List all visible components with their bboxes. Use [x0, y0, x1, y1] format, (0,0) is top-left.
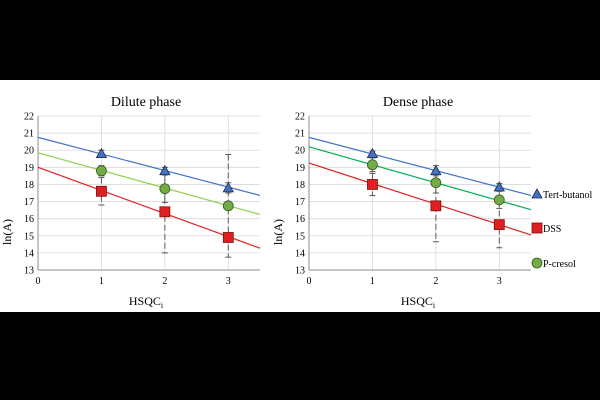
y-tick-label: 15: [295, 231, 305, 242]
circle-marker: [531, 257, 543, 269]
chart-title: Dense phase: [383, 95, 453, 110]
x-axis-label-subscript: i: [433, 301, 436, 310]
y-tick-label: 17: [295, 197, 305, 208]
y-tick-label: 13: [24, 266, 34, 277]
y-tick-label: 14: [24, 248, 34, 259]
y-axis-label: ln(A): [271, 219, 285, 245]
square-marker: [96, 185, 107, 197]
plot-area: 13 14 15 16 17 18 19 20 21 22 0 1 2 3: [24, 112, 261, 287]
x-tick-label: 1: [370, 276, 375, 287]
trendline-p-cresol: [37, 152, 261, 216]
legend-marker: [531, 257, 543, 269]
y-tick-label: 18: [295, 180, 305, 191]
chart-title: Dilute phase: [111, 95, 181, 110]
y-tick-label: 18: [24, 180, 34, 191]
chart-figure: Dilute phase ln(A) HSQCi 131415161718192…: [0, 95, 593, 310]
y-tick-label: 15: [24, 231, 34, 242]
y-tick-label: 16: [295, 214, 305, 225]
legend-label: DSS: [543, 224, 561, 235]
x-tick-label: 0: [307, 276, 312, 287]
x-axis-label: HSQCi: [129, 294, 164, 310]
square-marker: [222, 232, 234, 243]
chart-dense-phase: Dense phase ln(A) HSQCi 1314151617181920…: [271, 95, 532, 310]
x-tick-label: 2: [162, 276, 167, 287]
trendline-tert-butanol: [37, 136, 261, 197]
circle-marker: [493, 194, 505, 206]
y-tick-label: 19: [295, 163, 305, 174]
triangle-marker: [531, 188, 543, 199]
x-tick-label: 3: [226, 276, 231, 287]
y-tick-label: 16: [24, 214, 34, 225]
legend-item-dss: DSS: [531, 222, 561, 235]
square-marker: [159, 206, 171, 218]
y-tick-label: 22: [24, 112, 34, 123]
x-axis-label-main: HSQC: [129, 294, 161, 308]
circle-marker: [159, 183, 171, 195]
y-tick-label: 13: [295, 266, 305, 277]
triangle-marker: [222, 182, 234, 193]
triangle-marker: [430, 164, 442, 176]
x-axis-label-subscript: i: [161, 301, 164, 310]
x-tick-label: 2: [433, 276, 438, 287]
square-marker: [493, 219, 505, 231]
y-tick-label: 19: [24, 163, 34, 174]
chart-dilute-phase: Dilute phase ln(A) HSQCi 131415161718192…: [0, 95, 261, 310]
circle-marker: [96, 165, 107, 177]
legend-label: Tert-butanol: [543, 190, 593, 201]
circle-marker: [430, 177, 442, 189]
x-axis-label-main: HSQC: [401, 294, 433, 308]
y-axis-label: ln(A): [0, 219, 14, 245]
x-axis-label: HSQCi: [401, 294, 436, 310]
y-tick-label: 17: [24, 197, 34, 208]
y-tick-label: 21: [295, 129, 305, 140]
legend-item-p-cresol: P-cresol: [531, 257, 576, 270]
legend-marker: [531, 222, 543, 234]
circle-marker: [222, 200, 234, 212]
square-marker: [531, 222, 543, 234]
x-tick-label: 3: [497, 276, 502, 287]
y-tick-label: 20: [295, 146, 305, 157]
legend-item-tert-butanol: Tert-butanol: [531, 188, 593, 201]
y-tick-label: 22: [295, 112, 305, 123]
trendline-tert-butanol: [308, 136, 532, 197]
x-tick-label: 1: [99, 276, 104, 287]
y-tick-label: 20: [24, 146, 34, 157]
y-tick-label: 21: [24, 129, 34, 140]
plot-area: 13 14 15 16 17 18 19 20 21 22 0 1 2 3: [295, 112, 532, 287]
triangle-marker: [95, 147, 108, 159]
legend: Tert-butanol DSS P-cresol: [531, 188, 593, 270]
legend-label: P-cresol: [543, 259, 576, 270]
square-marker: [430, 200, 442, 212]
triangle-marker: [493, 181, 505, 192]
figure-panel: Dilute phase ln(A) HSQCi 13 14 15 16 17 18 19 2…: [0, 80, 600, 312]
x-tick-label: 0: [36, 276, 41, 287]
legend-marker: [531, 188, 543, 199]
triangle-marker: [366, 147, 379, 159]
circle-marker: [367, 159, 378, 171]
square-marker: [367, 179, 378, 190]
y-tick-label: 14: [295, 248, 305, 259]
triangle-marker: [159, 164, 171, 176]
